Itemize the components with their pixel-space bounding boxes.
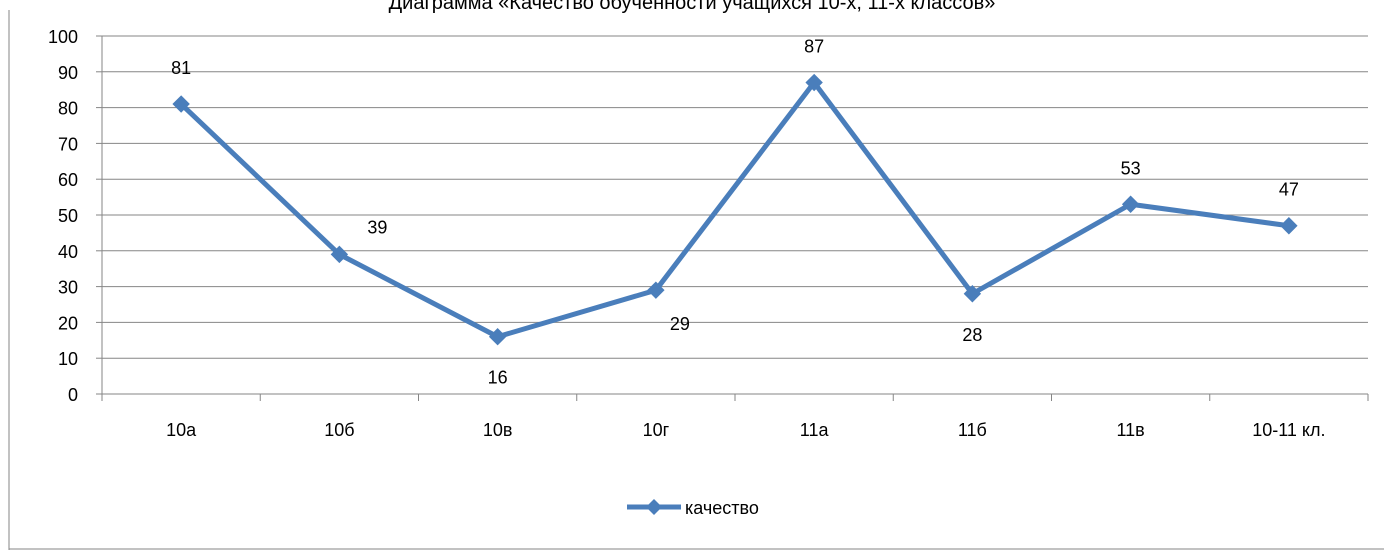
legend-marker-icon	[646, 499, 662, 515]
data-point-marker	[963, 285, 982, 303]
y-tick-label: 30	[58, 278, 78, 298]
data-point-marker	[1280, 217, 1298, 235]
data-label: 16	[488, 368, 508, 388]
data-label: 39	[367, 217, 387, 237]
data-point-marker	[1121, 195, 1140, 213]
y-tick-label: 50	[58, 206, 78, 226]
chart-title: Диаграмма «Качество обученности учащихся…	[389, 0, 996, 14]
x-tick-label: 10-11 кл.	[1252, 420, 1325, 440]
y-tick-label: 70	[58, 134, 78, 154]
data-point-marker	[647, 281, 665, 299]
y-tick-label: 10	[58, 349, 78, 369]
series-line-0	[178, 80, 1292, 340]
x-tick-label: 10а	[166, 420, 197, 440]
y-tick-label: 80	[58, 99, 78, 119]
legend-label: качество	[685, 498, 759, 518]
y-tick-label: 0	[68, 385, 78, 405]
data-label: 47	[1279, 180, 1299, 200]
x-tick-label: 10б	[324, 420, 354, 440]
data-label: 81	[171, 58, 191, 78]
y-tick-label: 60	[58, 170, 78, 190]
x-tick-label: 10в	[483, 420, 513, 440]
x-tick-label: 11б	[958, 420, 987, 440]
x-tick-label: 11а	[800, 420, 830, 440]
x-tick-label: 11в	[1117, 420, 1145, 440]
data-label: 87	[804, 37, 824, 57]
data-point-marker	[488, 328, 507, 346]
x-tick-label: 10г	[643, 420, 670, 440]
data-point-marker	[330, 245, 349, 264]
y-tick-label: 20	[58, 313, 78, 333]
data-label: 53	[1121, 158, 1141, 178]
y-tick-label: 90	[58, 63, 78, 83]
y-tick-label: 100	[48, 27, 78, 47]
data-point-marker	[172, 95, 190, 113]
data-point-marker	[805, 73, 823, 92]
data-label: 29	[670, 314, 690, 334]
data-label: 28	[962, 325, 982, 345]
y-tick-label: 40	[58, 242, 78, 262]
